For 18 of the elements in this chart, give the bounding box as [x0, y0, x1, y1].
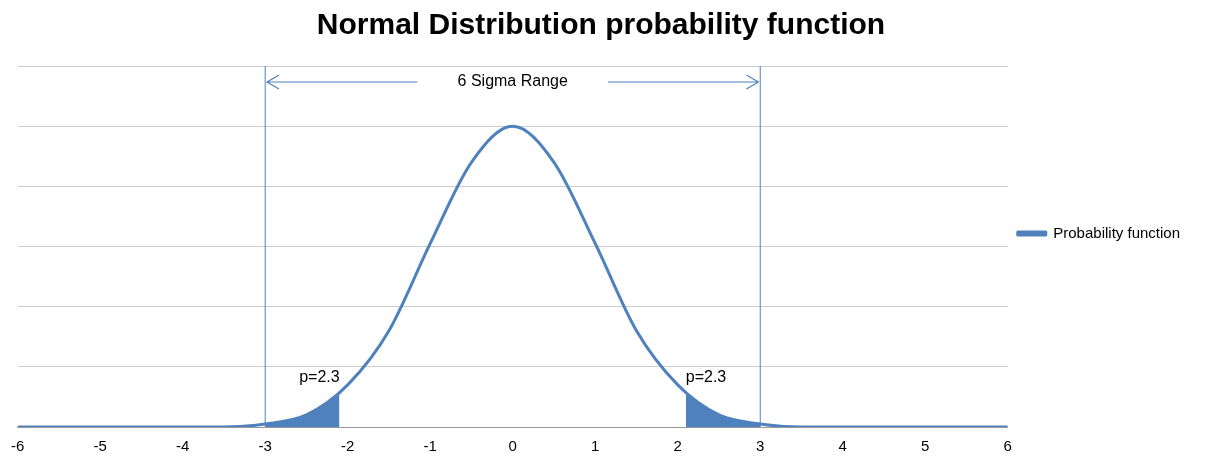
x-tick-label: 0	[508, 437, 517, 455]
x-tick-label: 3	[756, 437, 765, 455]
x-tick-label: 2	[673, 437, 682, 455]
x-tick-label: -5	[93, 437, 107, 455]
x-tick-label: -2	[341, 437, 355, 455]
text: 6 Sigma Range	[457, 72, 568, 90]
chart-title: Normal Distribution probability function	[316, 7, 886, 41]
x-tick-label: -1	[423, 437, 437, 455]
x-tick-label: -6	[11, 437, 25, 455]
annotation: p=2.3	[685, 368, 727, 386]
x-tick-label: 1	[591, 437, 600, 455]
legend-label: Probability function	[1053, 223, 1181, 241]
x-tick-label: 5	[921, 437, 930, 455]
x-tick-label: -3	[258, 437, 272, 455]
annotation: p=2.3	[299, 368, 340, 386]
x-tick-label: -4	[176, 437, 190, 455]
x-tick-label: 6	[1003, 437, 1012, 455]
x-tick-label: 4	[838, 437, 847, 455]
